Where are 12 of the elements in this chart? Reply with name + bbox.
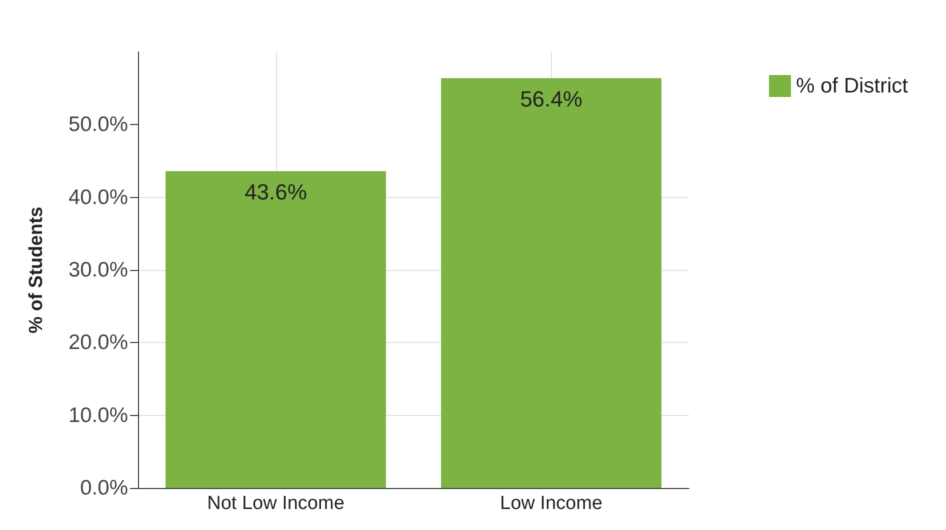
y-tick-label: 30.0%: [68, 258, 128, 282]
y-axis-title: % of Students: [26, 206, 47, 334]
y-tick-label: 20.0%: [68, 331, 128, 354]
y-tick-label: 40.0%: [68, 186, 128, 209]
data-label: 43.6%: [244, 180, 307, 205]
y-tick-label: 10.0%: [68, 404, 128, 427]
legend-label: % of District: [796, 74, 908, 98]
data-label: 56.4%: [520, 86, 582, 112]
y-tick-label: 0.0%: [80, 476, 128, 500]
y-tick-label: 50.0%: [68, 113, 128, 136]
x-tick-label: Low Income: [500, 493, 602, 514]
x-tick-label: Not Low Income: [207, 493, 344, 514]
